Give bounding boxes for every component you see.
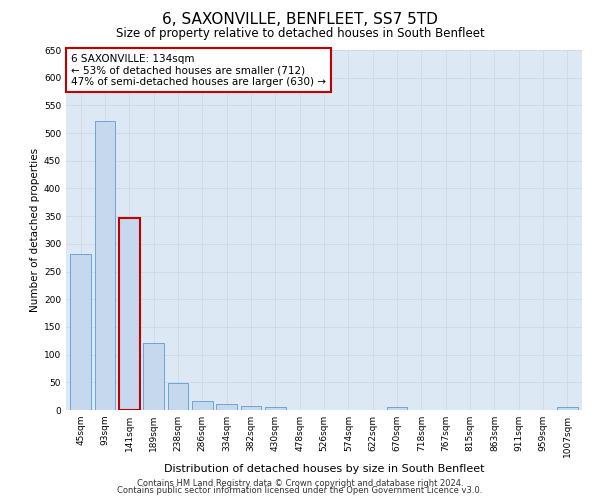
Bar: [119, 218, 140, 410]
Y-axis label: Number of detached properties: Number of detached properties: [30, 148, 40, 312]
Bar: [386, 407, 407, 410]
Bar: [192, 401, 212, 410]
Bar: [70, 254, 91, 410]
Bar: [216, 404, 237, 410]
Bar: [241, 406, 262, 410]
Bar: [95, 121, 115, 410]
Text: Contains public sector information licensed under the Open Government Licence v3: Contains public sector information licen…: [118, 486, 482, 495]
Text: Size of property relative to detached houses in South Benfleet: Size of property relative to detached ho…: [116, 28, 484, 40]
X-axis label: Distribution of detached houses by size in South Benfleet: Distribution of detached houses by size …: [164, 464, 484, 474]
Text: 6 SAXONVILLE: 134sqm
← 53% of detached houses are smaller (712)
47% of semi-deta: 6 SAXONVILLE: 134sqm ← 53% of detached h…: [71, 54, 326, 87]
Bar: [265, 407, 286, 410]
Bar: [557, 407, 578, 410]
Text: 6, SAXONVILLE, BENFLEET, SS7 5TD: 6, SAXONVILLE, BENFLEET, SS7 5TD: [162, 12, 438, 28]
Bar: [143, 343, 164, 410]
Bar: [167, 384, 188, 410]
Text: Contains HM Land Registry data © Crown copyright and database right 2024.: Contains HM Land Registry data © Crown c…: [137, 478, 463, 488]
